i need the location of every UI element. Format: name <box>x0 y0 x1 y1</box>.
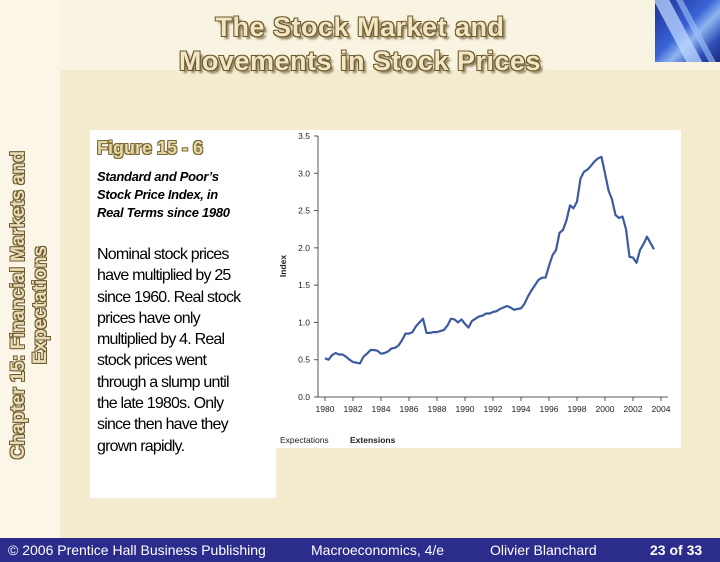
y-axis-label: Index <box>278 255 288 277</box>
body-line: since then have they <box>97 416 229 434</box>
text-panel <box>90 130 276 498</box>
chart-footer-expectations: Expectations <box>280 435 329 445</box>
x-tick-label: 2004 <box>652 404 671 414</box>
x-tick-label: 1988 <box>428 404 447 414</box>
figure-number: Figure 15 - 6 <box>97 138 204 158</box>
footer-author: Olivier Blanchard <box>490 542 597 558</box>
chapter-label-line1: Chapter 15: Financial Markets and <box>8 150 29 460</box>
corner-logo-icon <box>655 0 720 62</box>
x-tick-label: 1994 <box>512 404 531 414</box>
y-tick-label: 1.5 <box>298 280 310 290</box>
x-tick-label: 1998 <box>568 404 587 414</box>
body-line: stock prices went <box>97 352 207 370</box>
chapter-label: Chapter 15: Financial Markets and Expect… <box>8 95 52 515</box>
y-tick-label: 0.5 <box>298 355 310 365</box>
body-line: since 1960. Real stock <box>97 288 241 306</box>
x-tick-label: 1984 <box>372 404 391 414</box>
footer-bar: © 2006 Prentice Hall Business Publishing… <box>0 538 720 562</box>
chart-panel: 0.0 0.5 1.0 1.5 2.0 2.5 3.0 3.5 1980 1982 1984 1986… <box>276 130 681 448</box>
x-tick-label: 1990 <box>456 404 475 414</box>
slide-title-line1: The Stock Market and <box>215 12 505 42</box>
figure-body-text: Nominal stock prices have multiplied by … <box>97 244 275 457</box>
x-tick-label: 1992 <box>484 404 503 414</box>
body-line: prices have only <box>97 309 201 327</box>
x-tick-label: 2000 <box>596 404 615 414</box>
figure-caption-line3: Real Terms since 1980 <box>97 205 230 220</box>
x-tick-label: 1982 <box>344 404 363 414</box>
figure-caption-line1: Standard and Poor’s <box>97 169 219 184</box>
y-tick-label: 2.5 <box>298 206 310 216</box>
slide-title: The Stock Market and Movements in Stock … <box>100 10 620 78</box>
body-line: have multiplied by 25 <box>97 267 231 285</box>
x-tick-label: 1986 <box>400 404 419 414</box>
body-line: the late 1980s. Only <box>97 395 224 413</box>
title-band <box>0 0 720 70</box>
y-tick-label: 3.5 <box>298 131 310 141</box>
slide-title-line2: Movements in Stock Prices <box>178 46 542 76</box>
body-line: Nominal stock prices <box>97 246 229 263</box>
body-line: through a slump until <box>97 373 230 391</box>
footer-book: Macroeconomics, 4/e <box>311 542 445 558</box>
stock-index-chart: 0.0 0.5 1.0 1.5 2.0 2.5 3.0 3.5 1980 1982 1984 1986… <box>278 131 671 445</box>
body-line: grown rapidly. <box>97 437 185 455</box>
x-tick-label: 1980 <box>316 404 335 414</box>
footer-copyright: © 2006 Prentice Hall Business Publishing <box>8 542 266 558</box>
x-tick-label: 2002 <box>624 404 643 414</box>
chapter-label-line2: Expectations <box>30 245 51 365</box>
y-tick-label: 3.0 <box>298 168 310 178</box>
side-band <box>0 0 60 538</box>
figure-caption: Standard and Poor’s Stock Price Index, i… <box>97 168 275 222</box>
x-tick-label: 1996 <box>540 404 559 414</box>
chart-footer-extensions: Extensions <box>350 435 396 445</box>
figure-caption-line2: Stock Price Index, in <box>97 187 218 202</box>
body-line: multiplied by 4. Real <box>97 331 225 349</box>
y-tick-label: 0.0 <box>298 392 310 402</box>
y-tick-label: 2.0 <box>298 243 310 253</box>
footer-page: 23 of 33 <box>650 542 703 558</box>
series-line <box>324 155 655 365</box>
y-tick-label: 1.0 <box>298 317 310 327</box>
